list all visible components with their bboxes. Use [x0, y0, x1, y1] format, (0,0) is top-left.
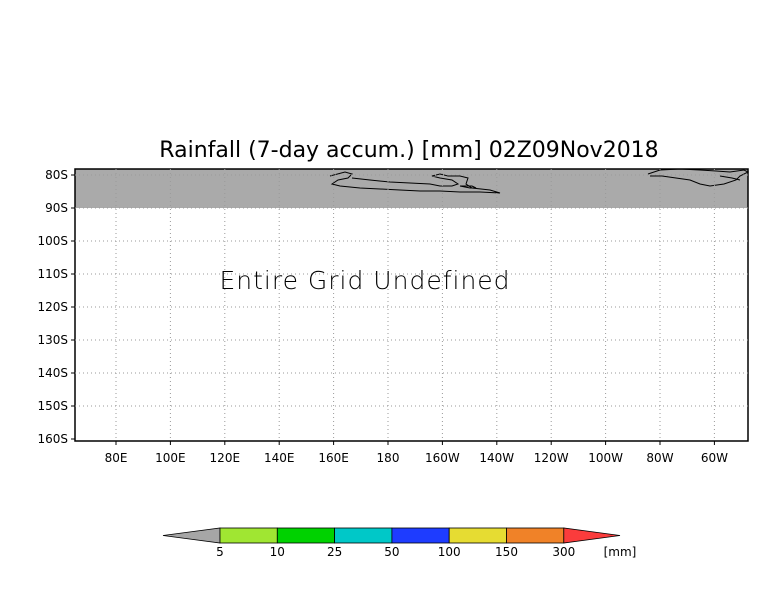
- colorbar-segment: [391, 527, 450, 544]
- lon-tick-label: 140E: [264, 451, 295, 465]
- lon-tick-label: 120W: [534, 451, 569, 465]
- colorbar-label: 100: [438, 545, 461, 559]
- colorbar-label: 50: [384, 545, 399, 559]
- lon-tick-label: 140W: [479, 451, 514, 465]
- colorbar-label: 25: [327, 545, 342, 559]
- colorbar-label: 5: [216, 545, 224, 559]
- lat-tick-label: 130S: [37, 333, 68, 347]
- colorbar-under-triangle: [162, 527, 221, 544]
- lat-tick-label: 100S: [37, 234, 68, 248]
- lon-tick-label: 120E: [210, 451, 241, 465]
- lat-tick-label: 80S: [45, 168, 68, 182]
- lat-tick-label: 160S: [37, 432, 68, 446]
- lon-tick-label: 60W: [701, 451, 728, 465]
- gridlines: [75, 169, 748, 441]
- lat-tick-label: 150S: [37, 399, 68, 413]
- lon-tick-label: 180: [377, 451, 400, 465]
- map-title: Rainfall (7-day accum.) [mm] 02Z09Nov201…: [159, 138, 658, 163]
- lon-tick-label: 80W: [646, 451, 673, 465]
- colorbar-segment: [448, 527, 507, 544]
- colorbar-unit: [mm]: [604, 545, 637, 559]
- lon-tick-label: 100W: [588, 451, 623, 465]
- lon-tick-label: 80E: [105, 451, 128, 465]
- undefined-message: Entire Grid Undefined: [219, 266, 510, 295]
- lon-tick-label: 160E: [318, 451, 349, 465]
- lon-tick-label: 100E: [155, 451, 186, 465]
- lat-tick-label: 120S: [37, 300, 68, 314]
- plot-frame: [74, 168, 749, 442]
- colorbar-segment: [219, 527, 278, 544]
- colorbar: 5 10 25 50 100 150 300 [mm]: [162, 527, 637, 559]
- colorbar-segment: [506, 527, 565, 544]
- colorbar-label: 300: [552, 545, 575, 559]
- lat-tick-label: 140S: [37, 366, 68, 380]
- longitude-axis: 80E 100E 120E 140E 160E 180 160W 140W 120W 100W 80…: [105, 441, 728, 465]
- colorbar-segment: [334, 527, 393, 544]
- lat-tick-label: 90S: [45, 201, 68, 215]
- lon-tick-label: 160W: [425, 451, 460, 465]
- colorbar-segment: [276, 527, 335, 544]
- colorbar-label: 150: [495, 545, 518, 559]
- colorbar-label: 10: [270, 545, 285, 559]
- latitude-axis: 80S 90S 100S 110S 120S 130S 140S 150S 160S: [37, 168, 75, 446]
- colorbar-over-triangle: [563, 527, 621, 544]
- lat-tick-label: 110S: [37, 267, 68, 281]
